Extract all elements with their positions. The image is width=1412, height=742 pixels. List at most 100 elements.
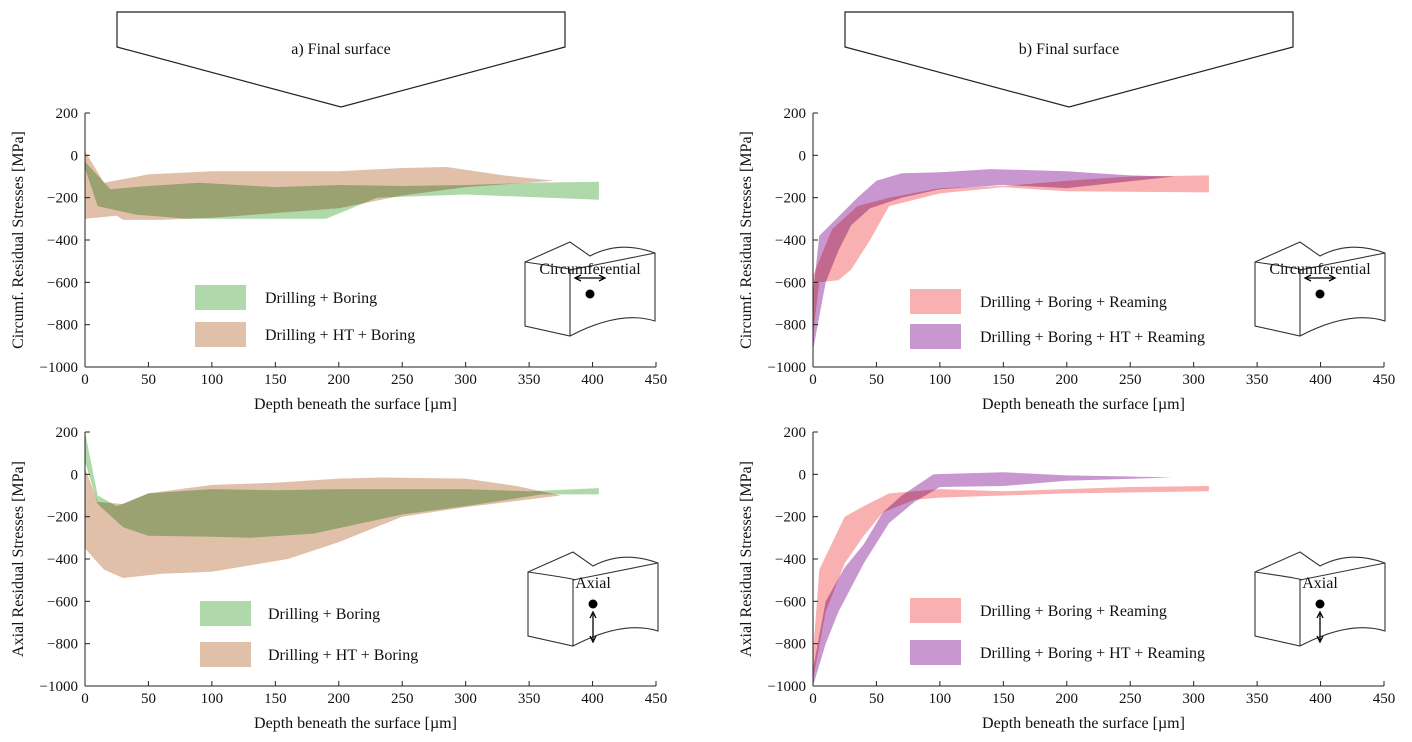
inset-arrowhead-icon	[1316, 610, 1324, 644]
legend-swatch-2	[195, 322, 246, 347]
x-tick-label: 300	[1182, 372, 1205, 388]
y-tick-label: −200	[775, 510, 806, 526]
x-axis-label: Depth beneath the surface [µm]	[254, 396, 457, 413]
header-a-pentagon	[116, 11, 566, 108]
y-tick-label: −400	[775, 552, 806, 568]
inset-diagram: Circumferential	[524, 241, 656, 337]
inset-outer-face	[1299, 252, 1386, 271]
x-tick-label: 100	[929, 691, 952, 707]
legend-swatch-1	[200, 601, 251, 626]
y-tick-label: −400	[47, 233, 78, 249]
inset-measurement-point	[1315, 289, 1325, 299]
inset-outer-face	[569, 252, 656, 271]
x-tick-label: 50	[869, 372, 884, 388]
x-tick-label: 200	[1056, 691, 1079, 707]
x-tick-label: 250	[1119, 691, 1142, 707]
x-tick-label: 450	[1373, 691, 1396, 707]
y-tick-label: −1000	[768, 679, 806, 695]
y-tick-label: −400	[775, 233, 806, 249]
y-tick-label: 0	[799, 467, 807, 483]
x-tick-label: 100	[201, 372, 224, 388]
header-b-pentagon	[844, 11, 1294, 108]
legend-label-1: Drilling + Boring + Reaming	[980, 294, 1167, 311]
y-tick-label: 0	[71, 148, 79, 164]
legend-label-1: Drilling + Boring + Reaming	[980, 603, 1167, 620]
legend-label-1: Drilling + Boring	[268, 606, 380, 623]
inset-outer-face	[572, 562, 659, 581]
y-axis-label: Circumf. Residual Stresses [MPa]	[10, 131, 27, 349]
inset-segment-outline	[524, 241, 656, 337]
x-tick-label: 200	[1056, 372, 1079, 388]
y-tick-label: −800	[775, 637, 806, 653]
x-tick-label: 450	[645, 372, 668, 388]
x-tick-label: 200	[328, 372, 351, 388]
x-tick-label: 300	[1182, 691, 1205, 707]
y-tick-label: 0	[71, 467, 79, 483]
legend-label-1: Drilling + Boring	[265, 290, 377, 307]
x-tick-label: 350	[518, 691, 541, 707]
y-tick-label: −1000	[40, 360, 78, 376]
chart-bottom-left: 0 50 100 150 200 250 300 350 400 450 200 0 −200 −400 −…	[10, 425, 667, 732]
x-axis-label: Depth beneath the surface [µm]	[982, 715, 1185, 732]
inset-measurement-point	[585, 289, 595, 299]
y-tick-label: −1000	[768, 360, 806, 376]
header-b-label: b) Final surface	[1019, 41, 1119, 58]
chart-top-right: 0 50 100 150 200 250 300 350 400 450 200 0 −200 −400 −…	[738, 106, 1395, 413]
legend-label-2: Drilling + HT + Boring	[268, 647, 418, 664]
y-tick-label: −400	[47, 552, 78, 568]
y-tick-label: −200	[47, 510, 78, 526]
series-band-2	[813, 169, 1175, 351]
inset-label: Circumferential	[539, 261, 641, 278]
legend-swatch-2	[200, 642, 251, 667]
chart-bottom-right: 0 50 100 150 200 250 300 350 400 450 200 0 −200 −400 −…	[738, 425, 1395, 732]
x-tick-label: 0	[809, 372, 817, 388]
x-axis-label: Depth beneath the surface [µm]	[254, 715, 457, 732]
series-band-2	[85, 151, 555, 220]
header-b: b) Final surface	[844, 11, 1294, 108]
y-tick-label: −1000	[40, 679, 78, 695]
y-tick-label: −600	[47, 275, 78, 291]
x-tick-label: 350	[1246, 372, 1269, 388]
y-tick-label: 200	[784, 425, 807, 441]
legend-label-2: Drilling + Boring + HT + Reaming	[980, 329, 1205, 346]
inset-measurement-point	[1315, 599, 1325, 609]
x-tick-label: 300	[454, 372, 477, 388]
y-tick-label: −800	[47, 637, 78, 653]
y-tick-label: 200	[784, 106, 807, 122]
legend-swatch-1	[910, 598, 961, 623]
x-axis-label: Depth beneath the surface [µm]	[982, 396, 1185, 413]
series-band-1	[813, 175, 1209, 336]
y-tick-label: −200	[775, 191, 806, 207]
inset-segment-outline	[1254, 241, 1386, 337]
y-tick-label: 200	[56, 106, 79, 122]
y-tick-label: −200	[47, 191, 78, 207]
x-tick-label: 450	[645, 691, 668, 707]
x-tick-label: 250	[391, 691, 414, 707]
inset-label: Axial	[1302, 575, 1338, 592]
y-tick-label: 200	[56, 425, 79, 441]
legend-swatch-2	[910, 640, 961, 665]
x-tick-label: 400	[1309, 372, 1332, 388]
y-axis-label: Axial Residual Stresses [MPa]	[738, 461, 755, 657]
header-a-label: a) Final surface	[291, 41, 391, 58]
inset-segment-outline	[527, 551, 659, 647]
x-tick-label: 350	[1246, 691, 1269, 707]
inset-diagram: Circumferential	[1254, 241, 1386, 337]
inset-outer-face	[1299, 562, 1386, 581]
legend-label-2: Drilling + HT + Boring	[265, 327, 415, 344]
x-tick-label: 150	[992, 372, 1015, 388]
x-tick-label: 400	[581, 372, 604, 388]
x-tick-label: 0	[81, 691, 89, 707]
x-tick-label: 250	[1119, 372, 1142, 388]
x-tick-label: 0	[809, 691, 817, 707]
chart-top-left: 0 50 100 150 200 250 300 350 400 450 200 0 −200 −400 −…	[10, 106, 667, 413]
x-tick-label: 150	[264, 691, 287, 707]
header-a: a) Final surface	[116, 11, 566, 108]
y-axis-label: Circumf. Residual Stresses [MPa]	[738, 131, 755, 349]
x-tick-label: 50	[141, 372, 156, 388]
x-tick-label: 100	[929, 372, 952, 388]
inset-arrowhead-icon	[1303, 274, 1337, 282]
y-tick-label: −600	[775, 594, 806, 610]
legend-swatch-1	[910, 289, 961, 314]
